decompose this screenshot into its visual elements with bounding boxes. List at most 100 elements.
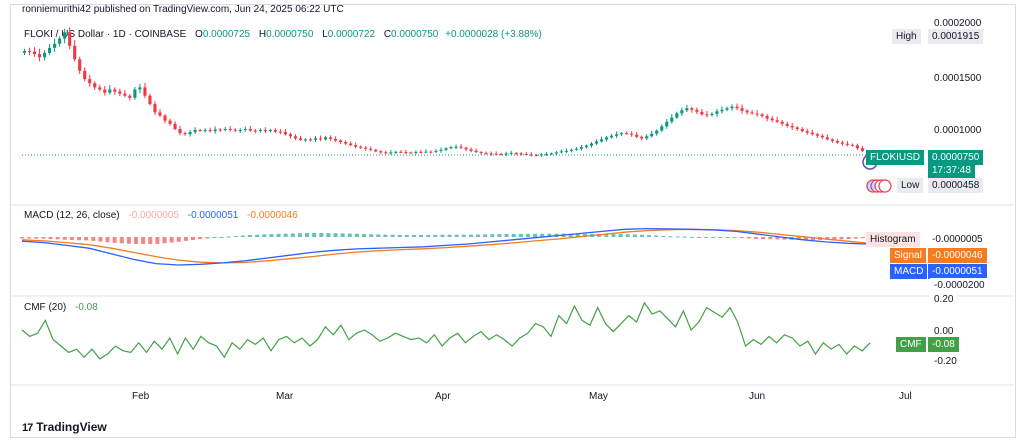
candle-body — [660, 126, 664, 131]
candle-body — [429, 151, 433, 153]
macd-histogram-bar — [440, 234, 445, 237]
histogram-label-tag: Histogram — [866, 232, 920, 247]
cmf-legend[interactable]: CMF (20) -0.08 — [24, 302, 98, 313]
candle-body — [499, 153, 503, 155]
candle-body — [655, 130, 659, 134]
macd-histogram-bar — [240, 235, 245, 237]
candle-body — [650, 133, 654, 137]
macd-histogram-bar — [69, 237, 74, 240]
main-legend[interactable]: FLOKI / US Dollar · 1D · COINBASE O0.000… — [24, 29, 542, 40]
candle-body — [344, 142, 348, 144]
candle-body — [800, 129, 804, 132]
macd-histogram-bar — [761, 237, 766, 240]
candle-body — [504, 153, 508, 155]
macd-histogram-bar — [511, 233, 516, 237]
candle-body — [730, 106, 734, 109]
macd-histogram-bar — [832, 237, 837, 240]
candle-body — [319, 138, 323, 140]
macd-histogram-bar — [611, 233, 616, 237]
macd-histogram-bar — [119, 237, 124, 244]
macd-histogram-bar — [846, 237, 851, 240]
macd-histogram-bar — [48, 237, 53, 239]
candle-body — [509, 152, 513, 154]
macd-histogram-bar — [803, 237, 808, 241]
candle-body — [740, 108, 744, 111]
macd-histogram-bar — [155, 237, 160, 244]
candle-body — [374, 149, 378, 152]
macd-histogram-bar — [62, 237, 67, 240]
candle-body — [474, 150, 478, 153]
candle-body — [434, 150, 438, 152]
cmf-line — [21, 301, 871, 360]
candle-body — [43, 53, 47, 58]
macd-tick-bottom: -0.0000200 — [930, 278, 989, 293]
macd-histogram-bar — [212, 237, 217, 238]
candle-body — [785, 123, 789, 126]
candle-body — [329, 137, 333, 139]
chart-frame — [10, 4, 1016, 438]
macd-histogram-bar — [297, 233, 302, 237]
macd-histogram-bar — [775, 237, 780, 240]
candle-body — [103, 89, 107, 93]
candle-body — [840, 142, 844, 144]
candle-body — [324, 137, 328, 140]
candle-body — [599, 139, 604, 142]
candle-body — [394, 151, 398, 153]
macd-histogram-bar — [326, 233, 331, 237]
macd-histogram-bar — [753, 237, 758, 239]
candle-body — [715, 111, 719, 114]
macd-title: MACD (12, 26, close) — [24, 210, 120, 221]
macd-histogram-bar — [732, 237, 737, 238]
macd-histogram-bar — [411, 234, 416, 237]
macd-value-tag: -0.0000051 — [928, 264, 987, 279]
candle-body — [675, 113, 679, 118]
open-label: O — [195, 29, 203, 40]
candle-body — [449, 147, 453, 149]
macd-histogram-bar — [746, 237, 751, 239]
macd-histogram-bar — [675, 236, 680, 238]
candle-body — [529, 154, 533, 156]
candle-body — [780, 121, 784, 124]
macd-histogram-bar — [604, 233, 609, 237]
macd-histogram-bar — [262, 234, 267, 237]
candle-body — [489, 153, 493, 155]
cmf-legend-value: -0.08 — [75, 302, 98, 313]
candle-body — [409, 152, 413, 154]
candle-body — [203, 130, 207, 132]
close-value: 0.0000750 — [391, 29, 439, 40]
candle-body — [27, 51, 32, 52]
candle-body — [193, 130, 197, 133]
macd-histogram-bar — [768, 237, 773, 240]
macd-histogram-bar — [383, 234, 388, 237]
candle-body — [735, 106, 739, 109]
candle-body — [469, 149, 473, 151]
macd-legend[interactable]: MACD (12, 26, close) -0.0000005 -0.00000… — [24, 210, 298, 221]
flag-marker-icon — [866, 181, 876, 191]
candle-body — [354, 145, 358, 147]
candle-body — [454, 146, 458, 148]
macd-histogram-bar — [839, 237, 844, 240]
macd-histogram-bar — [226, 236, 231, 238]
high-value: 0.0000750 — [266, 29, 314, 40]
candle-body — [213, 129, 217, 132]
macd-histogram-bar — [490, 234, 495, 237]
candle-body — [88, 79, 92, 84]
candle-body — [605, 137, 609, 140]
candle-body — [148, 95, 152, 105]
tradingview-logo[interactable]: 17 TradingView — [22, 420, 107, 434]
candle-body — [293, 136, 298, 139]
candle-body — [173, 123, 177, 129]
macd-histogram-bar — [447, 234, 452, 237]
candle-body — [534, 155, 538, 156]
macd-histogram-bar — [476, 234, 481, 237]
candle-body — [574, 148, 579, 150]
candle-body — [123, 93, 127, 96]
candle-body — [278, 131, 282, 133]
macd-histogram-bar — [20, 237, 24, 239]
macd-histogram-bar — [404, 234, 409, 237]
macd-histogram-bar — [825, 237, 830, 240]
candle-body — [379, 151, 383, 153]
macd-histogram-bar — [269, 234, 274, 237]
macd-label-tag: MACD — [890, 264, 928, 279]
